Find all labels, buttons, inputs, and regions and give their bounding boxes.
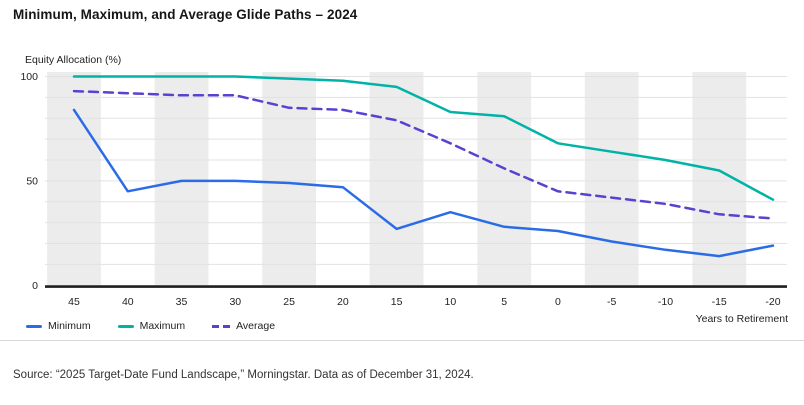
background-stripe (584, 72, 639, 286)
background-stripe (47, 72, 101, 286)
maximum-line (72, 75, 775, 201)
x-tick-label: 15 (391, 296, 403, 308)
x-tick-label: 25 (283, 296, 295, 308)
legend-label: Maximum (139, 320, 186, 332)
y-tick-label: 50 (26, 175, 38, 187)
legend-label: Average (236, 320, 276, 332)
chart-title: Minimum, Maximum, and Average Glide Path… (13, 7, 358, 22)
x-tick-label: 10 (445, 296, 457, 308)
y-tick-label: 0 (32, 280, 38, 292)
y-axis-title: Equity Allocation (%) (25, 54, 122, 66)
minimum-swatch-icon (26, 324, 42, 328)
x-tick-label: 45 (68, 296, 80, 308)
average-line (72, 89, 775, 220)
x-tick-label: 40 (122, 296, 134, 308)
legend-item-average: Average (212, 320, 275, 332)
x-axis-title: Years to Retirement (695, 313, 788, 325)
minimum-line (72, 108, 775, 258)
x-tick-label: -5 (607, 296, 616, 308)
average-swatch-icon (212, 324, 231, 328)
legend: Minimum Maximum Average (26, 320, 275, 332)
x-tick-label: 0 (555, 296, 561, 308)
x-tick-label: -20 (765, 296, 780, 308)
background-stripe (369, 72, 424, 286)
x-tick-label: 30 (229, 296, 241, 308)
x-tick-label: -10 (658, 296, 673, 308)
background-stripe (477, 72, 532, 286)
x-tick-label: 35 (176, 296, 188, 308)
x-tick-label: 5 (501, 296, 507, 308)
maximum-swatch-icon (117, 324, 134, 328)
legend-label: Minimum (48, 320, 91, 332)
x-tick-label: 20 (337, 296, 349, 308)
y-tick-label: 100 (20, 71, 38, 83)
x-tick-label: -15 (712, 296, 727, 308)
separator-line (0, 340, 804, 341)
source-text: Source: “2025 Target-Date Fund Landscape… (13, 369, 474, 381)
legend-item-maximum: Maximum (117, 320, 186, 332)
background-stripe (154, 72, 209, 286)
legend-item-minimum: Minimum (26, 320, 91, 332)
background-stripe (692, 72, 747, 286)
